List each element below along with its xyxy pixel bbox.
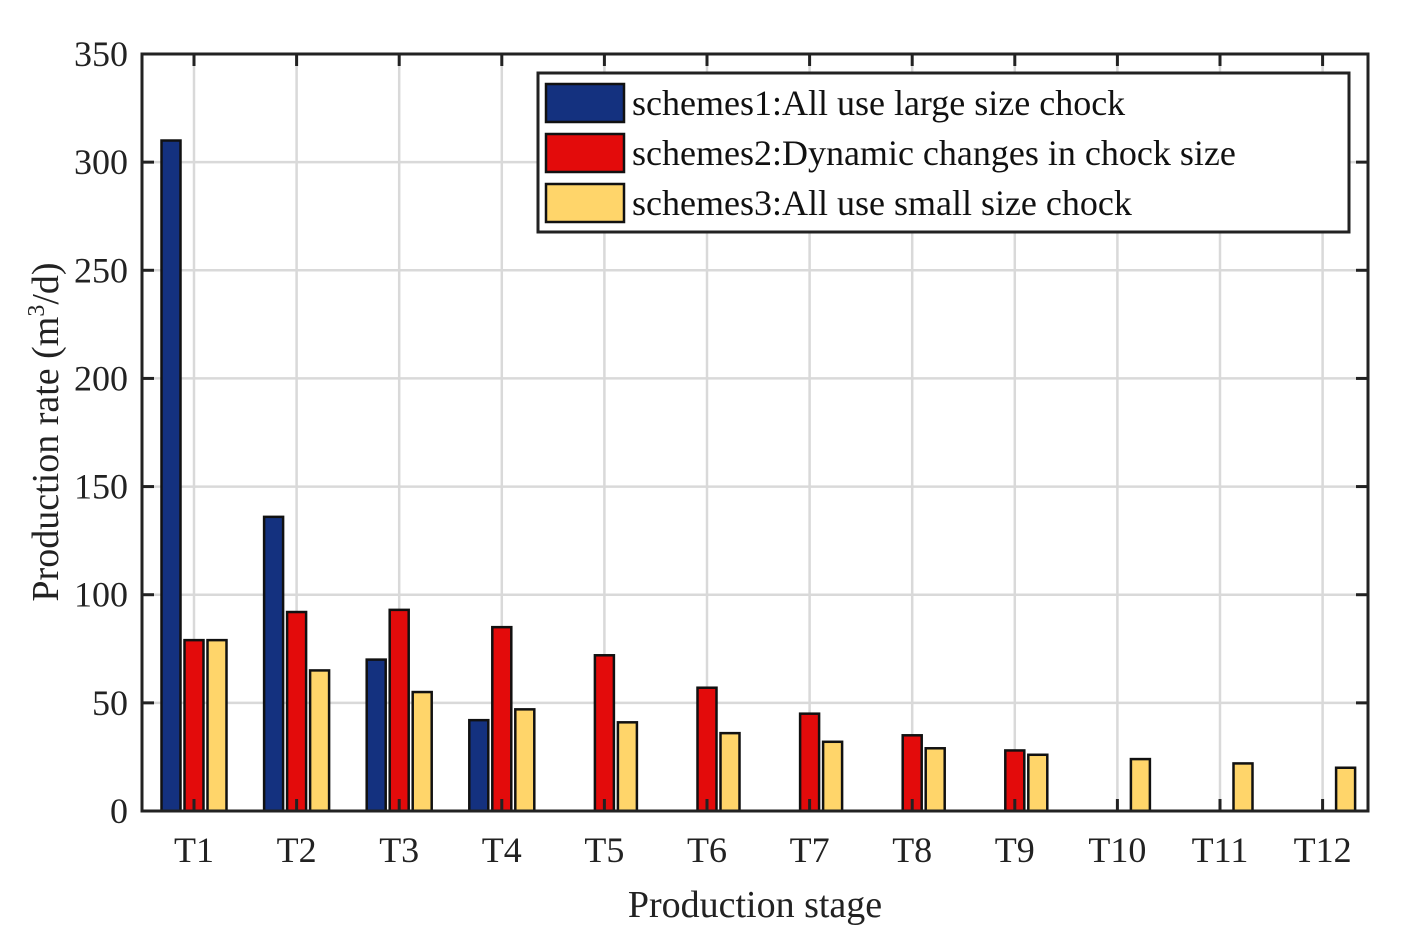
y-axis-title-tail: /d) (25, 262, 67, 304)
legend-label-series1: schemes1:All use large size chock (632, 83, 1125, 123)
bar-series3-t3 (411, 690, 433, 813)
x-tick-label: T5 (584, 830, 624, 870)
y-tick-label: 350 (74, 34, 128, 74)
legend: schemes1:All use large size chock schemes… (536, 71, 1351, 234)
y-axis-title-main: Production rate (m (25, 317, 67, 602)
x-tick-label: T4 (482, 830, 522, 870)
bar-series3-t4 (514, 708, 536, 813)
legend-swatch-series3 (544, 182, 626, 224)
legend-label-series3: schemes3:All use small size chock (632, 183, 1132, 223)
y-axis-title: Production rate (m3/d) (24, 262, 67, 601)
bar-series3-t10 (1129, 757, 1152, 813)
x-tick-label: T8 (892, 830, 932, 870)
x-tick-label: T1 (174, 830, 214, 870)
bar-series1-t1 (160, 139, 182, 813)
bar-series1-t3 (365, 658, 387, 813)
bar-series3-t5 (616, 721, 639, 813)
bar-series2-t2 (285, 610, 308, 813)
y-tick-label: 50 (92, 683, 128, 723)
y-tick-label: 100 (74, 575, 128, 615)
x-tick-label: T7 (790, 830, 830, 870)
plot-frame (140, 52, 1370, 813)
bar-series3-t6 (719, 731, 741, 813)
bar-series3-t8 (924, 747, 946, 813)
bar-series3-t7 (821, 740, 844, 813)
legend-swatch-series1 (544, 82, 626, 124)
y-tick-label: 300 (74, 142, 128, 182)
bar-series1-t2 (262, 515, 285, 813)
y-tick-label: 0 (110, 791, 128, 831)
bar-series2-t7 (798, 712, 821, 813)
x-axis-title: Production stage (628, 884, 882, 926)
bar-series2-t3 (388, 608, 410, 813)
x-tick-label: T11 (1192, 830, 1249, 870)
y-tick-label: 250 (74, 250, 128, 290)
y-tick-label: 150 (74, 467, 128, 507)
bar-series1-t4 (468, 718, 490, 813)
y-tick-label: 200 (74, 358, 128, 398)
bar-series2-t5 (593, 654, 616, 813)
x-tick-label: T12 (1294, 830, 1352, 870)
tick-labels: 0 50 100 150 200 250 300 350 T1 T2 T3 T4 T5 T6 T7 T8 T9 T… (74, 34, 1352, 870)
legend-swatch-series2 (544, 132, 626, 174)
bar-series3-t9 (1027, 753, 1049, 813)
x-tick-label: T9 (995, 830, 1035, 870)
axis-ticks (142, 52, 1368, 813)
legend-box (536, 71, 1351, 234)
bar-series2-t6 (696, 686, 718, 813)
bar-series3-t2 (308, 669, 331, 813)
legend-label-series2: schemes2:Dynamic changes in chock size (632, 133, 1236, 173)
y-axis-title-superscript: 3 (24, 305, 50, 317)
x-tick-label: T2 (277, 830, 317, 870)
x-tick-label: T6 (687, 830, 727, 870)
x-tick-label: T10 (1088, 830, 1146, 870)
bar-series3-t1 (206, 638, 228, 813)
bar-series3-t11 (1232, 762, 1254, 813)
bar-series2-t4 (491, 625, 513, 813)
bar-series3-t12 (1334, 766, 1357, 813)
bar-series2-t1 (183, 638, 205, 813)
x-tick-label: T3 (379, 830, 419, 870)
